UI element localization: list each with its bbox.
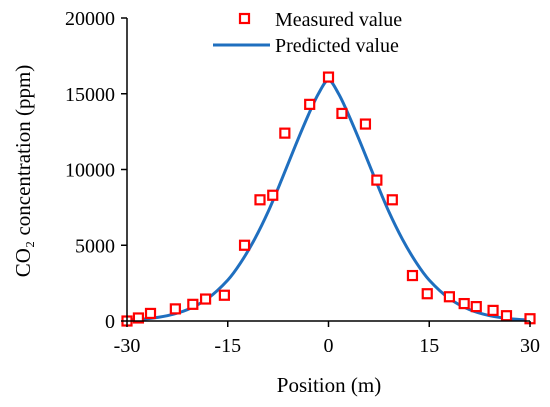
measured-value-point [359, 118, 372, 130]
measured-value-point [132, 312, 145, 324]
legend-label-measured: Measured value [275, 9, 402, 31]
x-tick-label: -15 [214, 335, 241, 357]
measured-value-point [169, 303, 181, 315]
measured-value-point [267, 189, 279, 201]
measured-value-point [322, 71, 335, 83]
x-tick-label: 0 [324, 335, 334, 357]
y-axis-label: CO₂ concentration (ppm) [11, 65, 35, 278]
measured-value-point [187, 298, 199, 310]
plot-area [121, 71, 536, 327]
axes [126, 18, 530, 322]
y-tick-label: 10000 [65, 160, 115, 182]
y-tick-label: 0 [105, 311, 115, 333]
legend-label-predicted: Predicted value [275, 35, 399, 57]
measured-value-point [421, 288, 433, 300]
measured-value-point [254, 194, 266, 206]
measured-value-point [238, 239, 251, 251]
measured-value-point [144, 307, 157, 320]
measured-value-point [279, 127, 291, 139]
x-tick-label: -30 [114, 335, 141, 357]
y-ticks: 0 5000 10000 15000 20000 [65, 8, 127, 333]
legend: Measured value Predicted value [213, 9, 402, 57]
measured-value-point [470, 301, 482, 313]
measured-value-point [336, 107, 348, 120]
measured-value-point [304, 98, 316, 110]
measured-value-point [443, 291, 455, 303]
measured-value-point [458, 297, 470, 310]
measured-value-point [371, 174, 383, 186]
predicted-value-line [126, 78, 531, 322]
measured-value-point [487, 304, 499, 316]
measured-value-point [500, 310, 513, 322]
x-tick-label: 15 [419, 335, 439, 357]
measured-value-point [386, 194, 398, 206]
measured-value-point [406, 269, 419, 282]
measured-value-point [199, 293, 212, 305]
legend-marker-measured [238, 12, 251, 25]
y-tick-label: 15000 [65, 84, 115, 106]
x-tick-label: 30 [520, 335, 540, 357]
x-axis-label: Position (m) [277, 373, 381, 397]
y-tick-label: 20000 [65, 8, 115, 30]
measured-value-point [218, 289, 230, 301]
x-ticks: -30 -15 0 15 30 [114, 321, 540, 357]
y-tick-label: 5000 [75, 235, 115, 257]
